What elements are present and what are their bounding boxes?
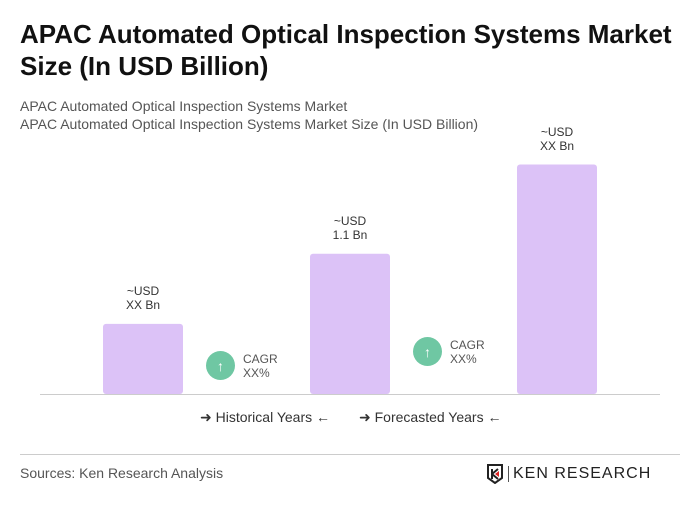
cagr-label: CAGR [450, 337, 485, 352]
cagr-badge-2: ↑ CAGR XX% [413, 337, 485, 366]
data-label-2: ~USD 1.1 Bn [300, 214, 400, 242]
data-label-line: XX Bn [125, 297, 161, 312]
bar-3 [517, 164, 597, 394]
legend-forecasted: ➜ Forecasted Years ← [359, 409, 501, 426]
page-title: APAC Automated Optical Inspection System… [20, 19, 672, 81]
legend-historical-label: Historical Years [215, 409, 313, 425]
ken-logo-icon [487, 464, 503, 484]
footer-divider [20, 454, 680, 455]
subtitle-2: APAC Automated Optical Inspection System… [20, 116, 479, 132]
data-label-3: ~USD XX Bn [507, 125, 607, 153]
arrow-right-icon: ➜ [200, 409, 212, 425]
arrow-left-icon: ← [316, 409, 331, 425]
bar-1 [103, 323, 183, 394]
cagr-label: CAGR [243, 351, 278, 366]
data-label-1: ~USD XX Bn [93, 284, 193, 312]
data-label-line: ~USD [126, 283, 160, 298]
data-label-line: XX Bn [539, 138, 575, 153]
logo-text: KEN RESEARCH [513, 465, 652, 482]
cagr-value: XX% [243, 365, 270, 380]
bar-2 [310, 253, 390, 394]
data-label-line: ~USD [540, 124, 574, 139]
subtitle: APAC Automated Optical Inspection System… [20, 98, 348, 114]
sources-text: Sources: Ken Research Analysis [20, 465, 224, 481]
arrow-right-icon: ➜ [359, 409, 371, 425]
arrow-left-icon: ← [487, 409, 502, 425]
cagr-badge-1: ↑ CAGR XX% [206, 351, 278, 380]
legend-historical: ➜ Historical Years ← [200, 409, 330, 426]
arrow-up-icon: ↑ [206, 351, 235, 380]
cagr-value: XX% [450, 351, 477, 366]
arrow-up-icon: ↑ [413, 337, 442, 366]
data-label-line: ~USD [333, 213, 367, 228]
legend-forecasted-label: Forecasted Years [374, 409, 484, 425]
ken-research-logo: KEN RESEARCH [486, 464, 651, 484]
data-label-line: 1.1 Bn [332, 227, 368, 242]
